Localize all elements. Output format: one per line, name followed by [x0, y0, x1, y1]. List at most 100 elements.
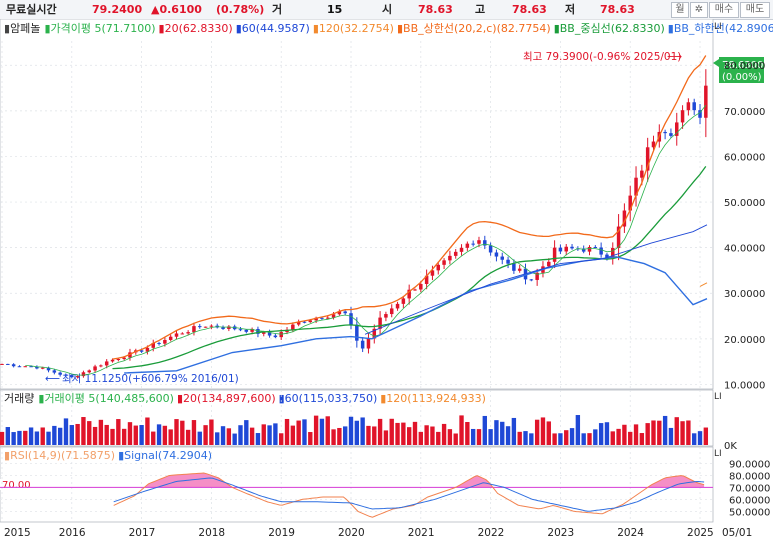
candle [110, 359, 115, 362]
x-axis-label: 2017 [129, 527, 156, 539]
volume-bar [121, 428, 127, 445]
x-axis-label: 2020 [338, 527, 365, 539]
volume-bar [517, 431, 522, 445]
pane-menu-label[interactable]: LI [714, 449, 722, 459]
volume-bar [267, 425, 272, 445]
candle [587, 246, 592, 252]
volume-bar [488, 429, 493, 445]
high-arrow: ⟶ [667, 51, 682, 63]
volume-bar [116, 419, 121, 445]
candle [651, 141, 656, 148]
rsi-level-label-bg [0, 479, 30, 490]
low-arrow: ⟵ [45, 373, 60, 385]
legend-vol-ma60: 60(115,033,750) [285, 392, 378, 405]
volume-bar [261, 424, 266, 445]
volume-bar [180, 420, 185, 445]
volume-bar [249, 427, 255, 445]
period-button[interactable]: 월 [671, 2, 689, 18]
candle [692, 102, 696, 111]
volume-bar [52, 425, 57, 445]
candle [436, 264, 441, 271]
realtime-label: 무료실시간 [6, 3, 57, 16]
volume-bar [680, 421, 685, 445]
legend-signal: Signal(74.2904) [124, 449, 212, 462]
volume-bar [69, 425, 74, 445]
candle [163, 339, 167, 344]
volume-bar [424, 425, 429, 445]
legend-marker: ▮ [4, 22, 10, 35]
buy-button[interactable]: 매수 [709, 2, 739, 18]
volume-bar [465, 422, 470, 445]
legend-bb-lower: BB_하한선(42.8906) [674, 21, 773, 35]
candle [570, 246, 574, 249]
pane-menu-label[interactable]: LI [714, 392, 722, 402]
volume-bar [255, 433, 261, 445]
volume-bar [5, 427, 11, 445]
ma5-line [25, 104, 707, 376]
legend-ma5: 가격이평 5(71.7100) [51, 22, 156, 35]
candle [174, 333, 179, 337]
volume-bar [185, 429, 191, 445]
candle [366, 338, 371, 349]
rsi-axis-label: 50.0000 [729, 507, 770, 518]
x-axis-label: 2019 [268, 527, 295, 539]
volume-bar [325, 416, 330, 445]
candle [267, 332, 272, 336]
volume-axis-label: 0K [724, 441, 737, 452]
candle [35, 366, 39, 369]
candle [564, 246, 568, 252]
low-label: 저 [565, 3, 576, 16]
volume-bar [447, 429, 453, 445]
legend-marker: ▮ [44, 22, 50, 35]
volume-bar [290, 425, 296, 445]
candle [23, 366, 28, 368]
bb-upper-line [112, 55, 707, 360]
candle [104, 361, 109, 366]
last-price-flag [719, 57, 764, 83]
volume-bar [203, 425, 208, 445]
rsi-axis-label: 80.0000 [729, 471, 770, 482]
volume-bar [546, 421, 551, 445]
open-label: 시 [382, 3, 393, 16]
volume-bar [569, 428, 575, 445]
volume-bar [674, 417, 679, 445]
x-axis-label: 2021 [408, 527, 435, 539]
last-price-percent: (0.00%) [722, 72, 762, 83]
candle [378, 317, 382, 329]
volume-bar [197, 431, 202, 445]
candle [424, 275, 429, 284]
volume-bar [581, 433, 586, 445]
candle [547, 261, 551, 267]
candle [634, 177, 638, 196]
volume-bar [540, 417, 546, 445]
volume-bar [226, 428, 232, 445]
legend-marker: ▮ [4, 449, 10, 462]
settings-button[interactable]: ✲ [690, 2, 708, 18]
legend-marker: ▮ [177, 392, 183, 405]
price-axis-label: 50.0000 [724, 198, 765, 209]
candle [581, 248, 586, 252]
candle [58, 372, 62, 375]
candle [477, 240, 481, 244]
candle [81, 372, 86, 377]
pane-menu-label[interactable]: LI [714, 22, 722, 32]
x-axis-label: 2024 [617, 527, 644, 539]
candle [192, 326, 196, 333]
candle [419, 283, 423, 290]
volume-bar [639, 433, 645, 445]
candle [552, 247, 557, 262]
candle [93, 366, 97, 371]
candle [686, 102, 691, 111]
candle [628, 195, 632, 211]
legend-bb-mid: BB_중심선(62.8330) [560, 22, 665, 35]
volume-bar [63, 418, 69, 445]
candle [483, 240, 487, 246]
candle [395, 303, 400, 309]
candle [221, 327, 225, 329]
stock-chart[interactable]: ▮암페놀 ▮가격이평 5(71.7100) ▮20(62.8330) ▮60(44.9… [0, 19, 773, 541]
sell-button[interactable]: 매도 [740, 2, 770, 18]
low-annotation: 최저 11.1250(+606.79% 2016/01) [62, 373, 239, 385]
volume-bar [406, 427, 412, 445]
candle [11, 364, 16, 367]
x-axis-label: 2015 [4, 527, 31, 539]
